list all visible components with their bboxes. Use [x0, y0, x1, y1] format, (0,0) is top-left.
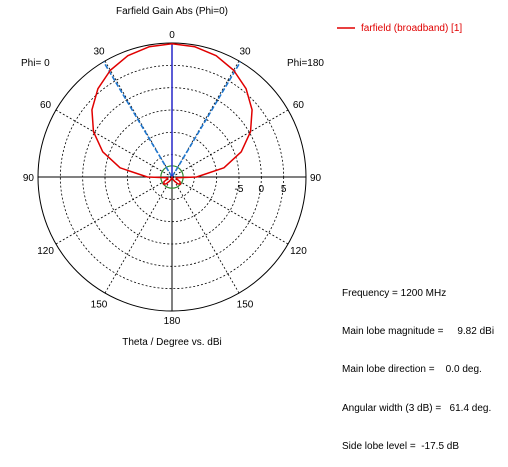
- summary-side-lobe-level: Side lobe level = -17.5 dB: [342, 441, 460, 453]
- angle-label: 30: [93, 47, 105, 58]
- radial-tick-label: -5: [235, 184, 244, 195]
- legend: farfield (broadband) [1]: [337, 23, 462, 34]
- x-axis-label: Theta / Degree vs. dBi: [122, 337, 222, 348]
- angle-label: 60: [40, 100, 52, 111]
- angle-label: 30: [239, 47, 251, 58]
- phi-left-label: Phi= 0: [21, 58, 50, 69]
- summary-main-lobe-direction: Main lobe direction = 0.0 deg.: [342, 364, 482, 376]
- chart-title: Farfield Gain Abs (Phi=0): [116, 6, 228, 17]
- grid-spoke: [55, 176, 173, 245]
- angle-label: 120: [37, 246, 54, 257]
- angle-label: 150: [237, 299, 254, 310]
- summary-main-lobe-magnitude: Main lobe magnitude = 9.82 dBi: [342, 325, 495, 337]
- legend-label: farfield (broadband) [1]: [361, 23, 462, 34]
- angle-label: 60: [293, 100, 305, 111]
- angle-label: 90: [310, 173, 322, 184]
- angle-label: 90: [23, 173, 35, 184]
- radial-tick-label: 5: [281, 184, 287, 195]
- polar-grid: [37, 42, 307, 312]
- summary-frequency: Frequency = 1200 MHz: [342, 287, 447, 299]
- series-line: [91, 43, 253, 185]
- angle-labels: 0 30 60 90 120 150 180 150 120 90 60 30 -5 0 5: [23, 30, 322, 327]
- angle-label: 150: [91, 299, 108, 310]
- chart-marks: [91, 43, 253, 189]
- grid-spoke: [171, 176, 289, 245]
- angle-label: 120: [290, 246, 307, 257]
- angle-label: 0: [169, 30, 175, 41]
- summary-angular-width: Angular width (3 dB) = 61.4 deg.: [342, 402, 492, 414]
- phi-right-label: Phi=180: [287, 58, 324, 69]
- summary-box: Frequency = 1200 MHz Main lobe magnitude…: [342, 262, 494, 467]
- polar-plot: Farfield Gain Abs (Phi=0) Theta / Degree…: [21, 6, 462, 348]
- beamwidth-line: [102, 61, 173, 178]
- angle-label: 180: [164, 316, 181, 327]
- grid-spoke: [171, 176, 240, 294]
- grid-spoke: [171, 60, 240, 178]
- beamwidth-line: [171, 61, 242, 178]
- radial-tick-label: 0: [259, 184, 265, 195]
